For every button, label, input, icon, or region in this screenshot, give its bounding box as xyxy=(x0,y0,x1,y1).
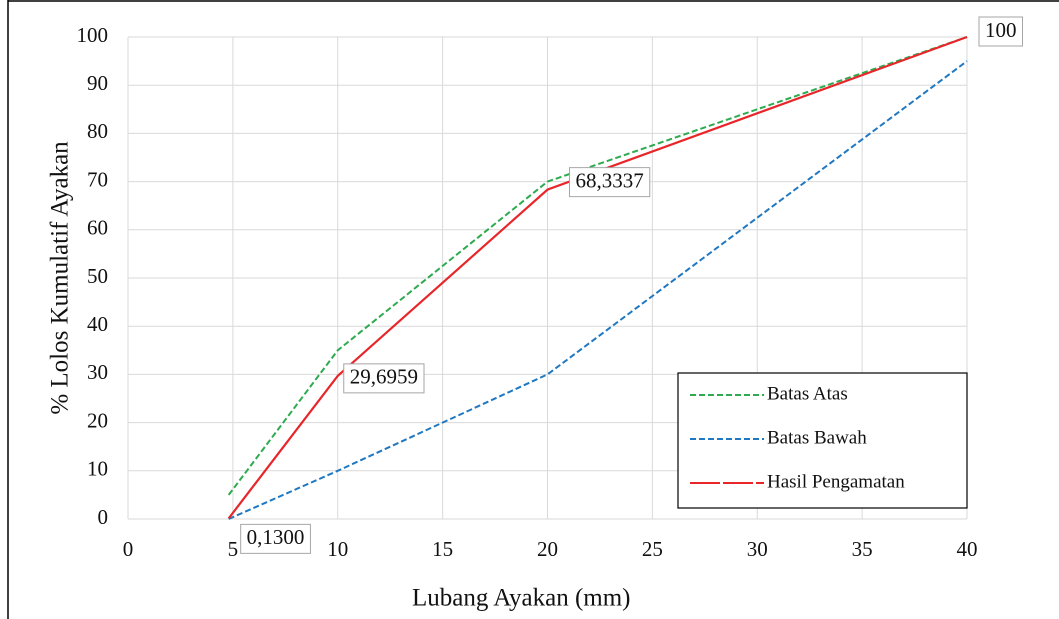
data-label-text: 100 xyxy=(985,18,1017,42)
data-label: 0,1300 xyxy=(241,524,311,553)
data-label: 100 xyxy=(979,17,1023,46)
x-tick-label: 25 xyxy=(642,537,663,561)
data-label-text: 0,1300 xyxy=(247,525,305,549)
y-tick-label: 0 xyxy=(98,505,109,529)
data-label: 29,6959 xyxy=(344,364,424,393)
x-tick-label: 10 xyxy=(327,537,348,561)
chart: Lubang Ayakan (mm) % Lolos Kumulatif Aya… xyxy=(0,0,1059,619)
y-tick-label: 80 xyxy=(87,119,108,143)
data-label-text: 68,3337 xyxy=(576,168,644,192)
y-tick-label: 70 xyxy=(87,167,108,191)
legend-label: Batas Bawah xyxy=(767,427,867,448)
y-tick-label: 20 xyxy=(87,408,108,432)
y-tick-label: 50 xyxy=(87,264,108,288)
x-tick-label: 0 xyxy=(123,537,134,561)
data-label-text: 29,6959 xyxy=(350,365,418,389)
y-tick-label: 40 xyxy=(87,312,108,336)
data-label: 68,3337 xyxy=(570,168,650,197)
x-tick-label: 40 xyxy=(957,537,978,561)
y-tick-label: 30 xyxy=(87,360,108,384)
x-tick-label: 35 xyxy=(852,537,873,561)
y-tick-label: 90 xyxy=(87,71,108,95)
y-tick-label: 10 xyxy=(87,457,108,481)
legend-label: Hasil Pengamatan xyxy=(767,471,905,492)
x-tick-label: 15 xyxy=(432,537,453,561)
page: {"chart_data": {"type": "line", "x": [4.… xyxy=(0,0,1059,619)
x-tick-label: 5 xyxy=(228,537,239,561)
x-tick-label: 20 xyxy=(537,537,558,561)
x-tick-label: 30 xyxy=(747,537,768,561)
y-tick-label: 60 xyxy=(87,216,108,240)
x-axis-title: Lubang Ayakan (mm) xyxy=(412,585,630,612)
y-axis-title: % Lolos Kumulatif Ayakan xyxy=(47,141,74,415)
legend-label: Batas Atas xyxy=(767,383,848,404)
y-tick-label: 100 xyxy=(77,23,109,47)
